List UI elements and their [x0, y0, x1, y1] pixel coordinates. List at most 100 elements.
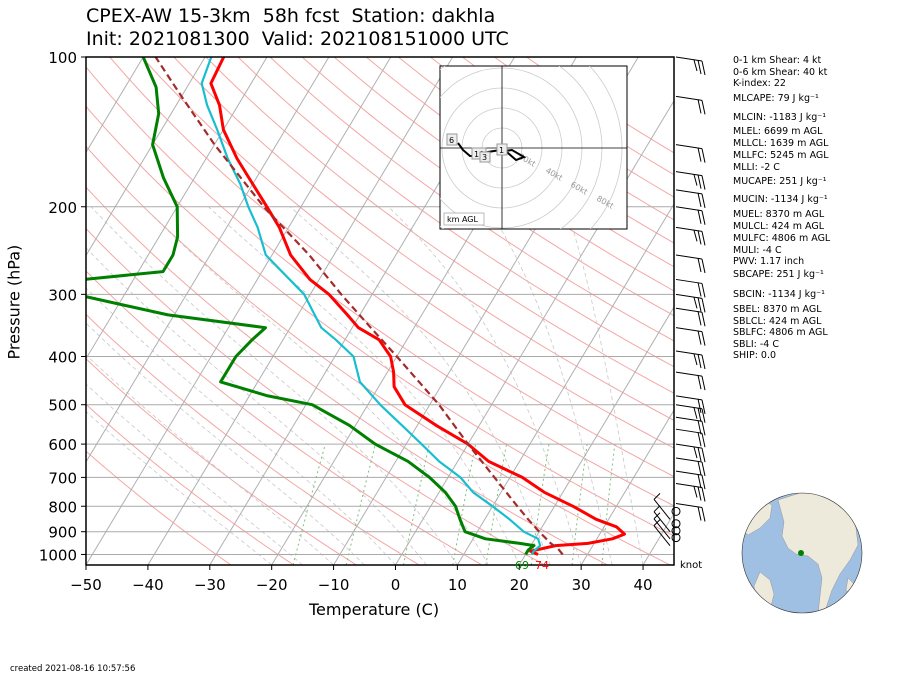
barb-flag	[697, 257, 702, 273]
barb-flag	[701, 487, 706, 502]
parcel-profile	[154, 57, 564, 556]
mixing-ratio-line	[452, 444, 477, 565]
wind-barb	[675, 56, 706, 76]
barb-flag	[697, 375, 702, 390]
barb-flag	[697, 147, 702, 162]
hodo-height-label: 1	[499, 146, 504, 155]
barb-flag	[701, 376, 706, 391]
mixing-ratio-line	[601, 444, 616, 565]
wind-barb	[675, 206, 706, 225]
mixing-ratio-line	[345, 443, 376, 565]
barb-flag	[697, 353, 702, 369]
barb-flag	[697, 209, 702, 224]
isotherm	[518, 306, 674, 565]
isotherm	[86, 57, 268, 360]
barb-flag	[697, 474, 702, 489]
barb-flag	[697, 446, 702, 462]
barb-flag	[693, 297, 698, 309]
moist-adiabat	[86, 411, 272, 565]
mixing-ratio-line	[292, 443, 326, 565]
index-mlcape: MLCAPE: 79 J kg⁻¹	[733, 93, 819, 104]
index-ship: SHIP: 0.0	[733, 350, 777, 361]
dry-adiabat	[365, 57, 674, 268]
index-sbcape: SBCAPE: 251 J kg⁻¹	[733, 269, 824, 280]
barb-flag	[693, 174, 698, 186]
barb-flag	[693, 59, 698, 72]
index-mulcl: MULCL: 424 m AGL	[733, 221, 825, 232]
wind-barb	[675, 95, 706, 115]
dry-adiabat	[86, 358, 357, 565]
moist-adiabat	[90, 206, 458, 565]
index-sbli: SBLI: -4 C	[733, 339, 779, 350]
barb-flag	[697, 460, 702, 476]
barb-flag	[697, 420, 702, 435]
wind-barb	[675, 482, 706, 502]
title-line-2: Init: 2021081300 Valid: 202108151000 UTC	[86, 28, 509, 50]
isotherm	[86, 57, 330, 463]
index-sbcin: SBCIN: -1134 J kg⁻¹	[733, 289, 825, 300]
wind-barb	[675, 503, 706, 522]
wind-barb	[675, 144, 706, 163]
y-tick-label: 200	[48, 199, 77, 217]
barb-flag	[653, 519, 661, 526]
dry-adiabat	[86, 227, 545, 565]
index-mlli: MLLI: -2 C	[733, 162, 780, 173]
location-globe	[741, 492, 863, 614]
index-mlel: MLEL: 6699 m AGL	[733, 126, 823, 137]
mixing-ratio-line	[571, 444, 588, 565]
mixing-ratio-line	[530, 444, 550, 565]
surface-dewpoint-label: 69	[515, 559, 529, 572]
barb-flag	[701, 331, 706, 346]
dry-adiabat	[333, 57, 674, 292]
moist-adiabat	[143, 206, 489, 565]
dry-adiabat	[86, 105, 674, 537]
isotherm	[456, 202, 674, 565]
barb-flag	[653, 512, 661, 520]
station-marker	[798, 550, 804, 556]
barb-flag	[697, 99, 702, 114]
barb-flag	[701, 408, 706, 423]
barb-flag	[697, 407, 702, 422]
barb-flag	[701, 507, 706, 522]
x-tick-label: −30	[194, 576, 226, 594]
barb-staff	[653, 518, 671, 540]
knot-units-label: knot	[680, 560, 703, 571]
barb-flag	[701, 447, 706, 463]
index-k-index: K-index: 22	[733, 78, 786, 89]
x-tick-label: 20	[510, 576, 529, 594]
dry-adiabat	[86, 66, 674, 507]
wind-barb	[675, 428, 706, 448]
barb-flag	[697, 311, 702, 326]
index-mlcin: MLCIN: -1183 J kg⁻¹	[733, 112, 827, 123]
index-mucape: MUCAPE: 251 J kg⁻¹	[733, 176, 827, 187]
y-axis-label: Pressure (hPa)	[4, 244, 24, 360]
hodo-height-label: 10	[474, 150, 484, 159]
calm-wind-circle	[671, 519, 681, 529]
barb-flag	[701, 258, 706, 274]
wind-barb	[675, 470, 706, 490]
y-tick-label: 100	[48, 49, 77, 67]
dry-adiabat	[86, 270, 483, 565]
surface-temperature-label: 74	[535, 559, 549, 572]
index-pwv: PWV: 1.17 inch	[733, 256, 805, 267]
dry-adiabat	[173, 57, 674, 421]
title-line-1: CPEX-AW 15-3km 58h fcst Station: dakhla	[86, 5, 496, 27]
hodo-units-label: km AGL	[447, 215, 479, 224]
barb-flag	[697, 398, 702, 413]
index-mllcl: MLLCL: 1639 m AGL	[733, 138, 829, 149]
plot-frame	[85, 56, 675, 566]
wind-barb	[675, 171, 706, 190]
hodograph-inset: 20kt 40kt 60kt 80kt 6 10 3 1 km AGL	[439, 65, 628, 230]
wind-barb	[675, 293, 706, 313]
barb-flag	[697, 506, 702, 521]
barb-flag	[701, 231, 706, 246]
dry-adiabat	[86, 186, 608, 565]
y-tick-label: 600	[48, 436, 77, 454]
isotherm	[147, 57, 454, 565]
wind-barb	[675, 327, 706, 346]
x-tick-label: 10	[448, 576, 467, 594]
y-tick-label: 500	[48, 397, 77, 415]
x-tick-label: 30	[572, 576, 591, 594]
wind-barb	[675, 254, 706, 274]
